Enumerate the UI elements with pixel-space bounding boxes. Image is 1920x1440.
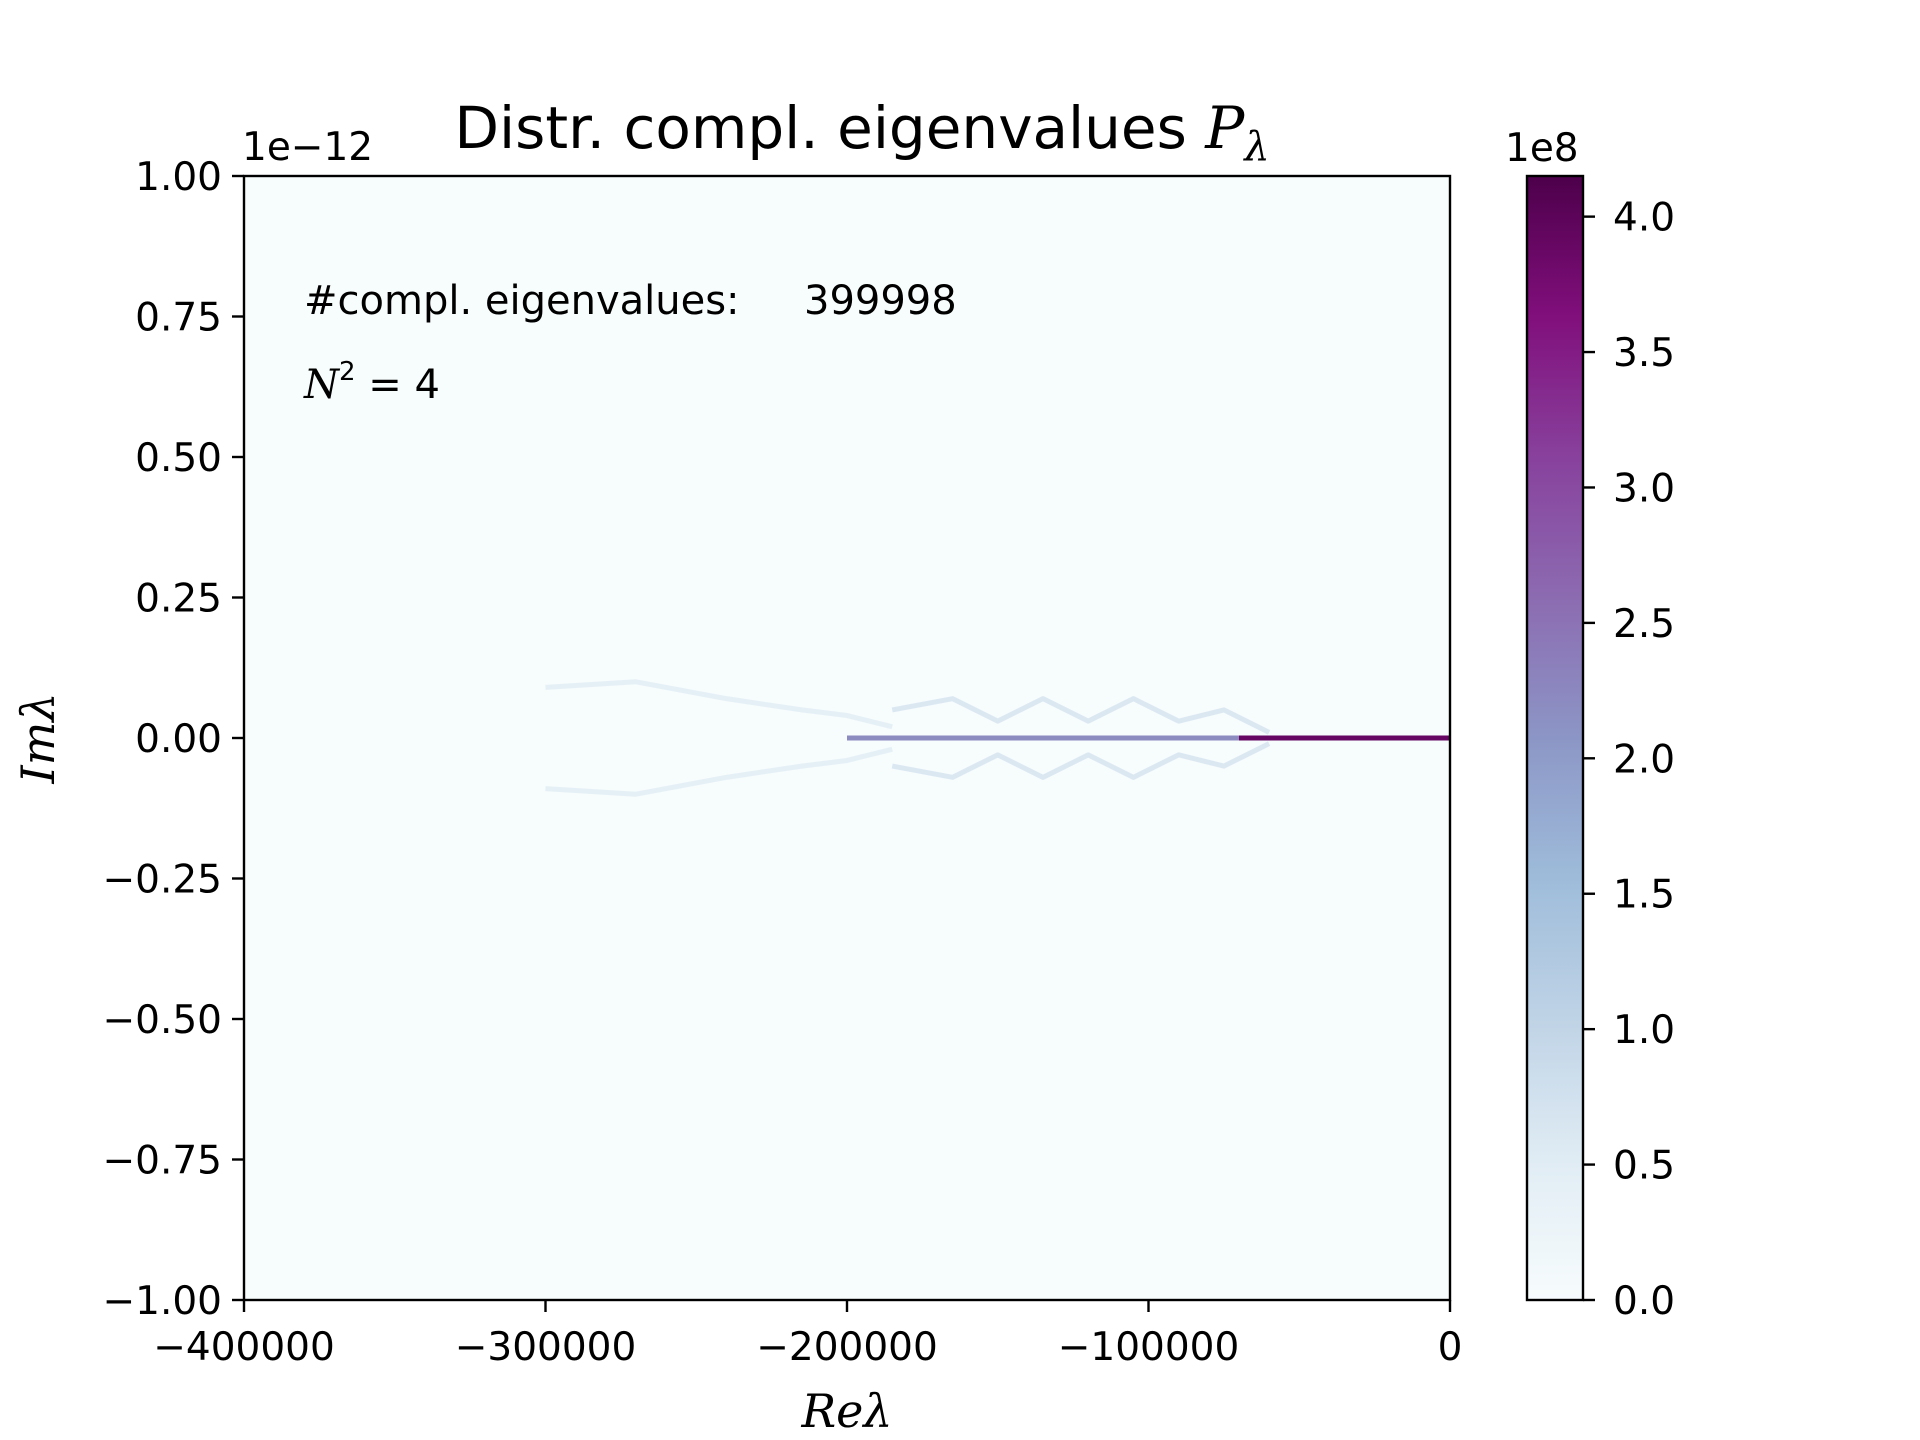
- colorbar-tick-label: 2.0: [1613, 737, 1675, 782]
- y-tick-label: −1.00: [102, 1279, 222, 1324]
- colorbar-tick-label: 3.0: [1613, 466, 1675, 511]
- eigenvalue-count-value: 399998: [804, 278, 957, 324]
- colorbar-tick-label: 3.5: [1613, 331, 1675, 376]
- n-squared-annotation: N2 = 4: [303, 357, 440, 408]
- x-tick-label: −200000: [756, 1325, 938, 1370]
- y-tick-label: 0.75: [135, 296, 222, 341]
- colorbar-tick-label: 0.5: [1613, 1144, 1675, 1189]
- x-tick-label: 0: [1438, 1325, 1463, 1370]
- x-axis: −400000 −300000 −200000 −100000 0: [153, 1300, 1462, 1370]
- x-tick-label: −300000: [455, 1325, 637, 1370]
- y-tick-label: 0.25: [135, 577, 222, 622]
- y-tick-label: −0.50: [102, 998, 222, 1043]
- x-axis-title: Reλ: [800, 1384, 892, 1438]
- colorbar-tick-label: 1.0: [1613, 1008, 1675, 1053]
- chart-title-subscript: λ: [1242, 124, 1269, 170]
- faint-branch-1-upper: [891, 696, 1271, 735]
- y-axis-title: Imλ: [11, 693, 65, 785]
- colorbar-tick-label: 2.5: [1613, 602, 1675, 647]
- n-squared-exponent: 2: [339, 357, 356, 387]
- colorbar-tick-label: 0.0: [1613, 1279, 1675, 1324]
- y-tick-label: 0.00: [135, 717, 222, 762]
- faint-branch-1-lower: [891, 741, 1271, 780]
- colorbar-offset-text: 1e8: [1505, 126, 1579, 171]
- colorbar: [1525, 174, 1585, 1302]
- chart-title-symbol: P: [1204, 94, 1245, 162]
- colorbar-axis: 0.0 0.5 1.0 1.5 2.0 2.5 3.0 3.5 4.0: [1583, 196, 1675, 1324]
- y-tick-label: −0.25: [102, 858, 222, 903]
- y-axis: 1.00 0.75 0.50 0.25 0.00 −0.25 −0.50 −0.75 −1.00: [102, 155, 244, 1324]
- density-layer: [545, 679, 1450, 797]
- eigenvalue-count-label: #compl. eigenvalues:: [304, 278, 740, 324]
- colorbar-tick-label: 4.0: [1613, 196, 1675, 241]
- chart-title-main: Distr. compl. eigenvalues: [454, 94, 1205, 162]
- x-tick-label: −400000: [153, 1325, 335, 1370]
- faint-branch-0-lower: [545, 746, 893, 797]
- n-squared-value: = 4: [356, 362, 440, 408]
- chart-title: Distr. compl. eigenvalues Pλ: [454, 94, 1269, 170]
- x-tick-label: −100000: [1058, 1325, 1240, 1370]
- faint-branch-0-upper: [545, 679, 893, 730]
- n-squared-symbol: N: [303, 362, 341, 408]
- y-offset-text: 1e−12: [242, 125, 373, 170]
- y-tick-label: −0.75: [102, 1139, 222, 1184]
- colorbar-tick-label: 1.5: [1613, 873, 1675, 918]
- y-tick-label: 1.00: [135, 155, 222, 200]
- y-tick-label: 0.50: [135, 436, 222, 481]
